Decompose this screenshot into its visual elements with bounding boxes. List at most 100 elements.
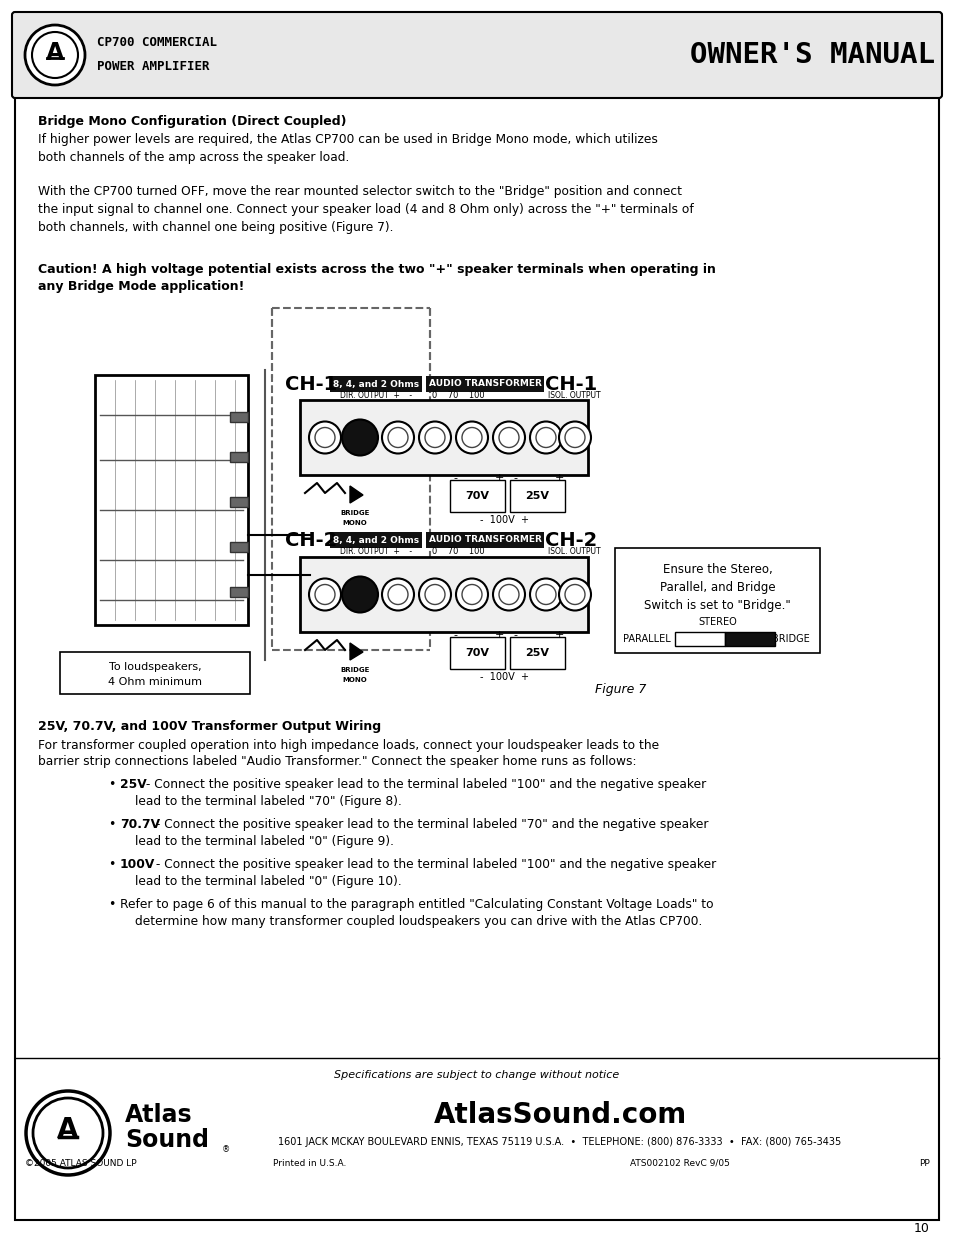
- Bar: [615, 548, 820, 653]
- Text: •: •: [108, 858, 115, 871]
- Circle shape: [388, 427, 408, 447]
- Text: -: -: [453, 630, 456, 640]
- Text: A: A: [46, 41, 64, 65]
- Bar: [299, 400, 587, 475]
- Text: +: +: [555, 473, 564, 483]
- Text: 1601 JACK MCKAY BOULEVARD ENNIS, TEXAS 75119 U.S.A.  •  TELEPHONE: (800) 876-333: 1601 JACK MCKAY BOULEVARD ENNIS, TEXAS 7…: [278, 1137, 841, 1147]
- Circle shape: [493, 421, 524, 453]
- Circle shape: [309, 578, 340, 610]
- Circle shape: [558, 578, 590, 610]
- Bar: [450, 637, 504, 669]
- Text: Switch is set to "Bridge.": Switch is set to "Bridge.": [643, 599, 790, 613]
- Text: 70V: 70V: [464, 492, 489, 501]
- Circle shape: [530, 578, 561, 610]
- Circle shape: [381, 578, 414, 610]
- Text: Bridge Mono Configuration (Direct Coupled): Bridge Mono Configuration (Direct Couple…: [38, 115, 346, 128]
- Text: To loudspeakers,: To loudspeakers,: [109, 662, 201, 672]
- Text: 25V: 25V: [120, 778, 147, 790]
- Text: 8, 4, and 2 Ohms: 8, 4, and 2 Ohms: [333, 536, 418, 545]
- Text: Refer to page 6 of this manual to the paragraph entitled "Calculating Constant V: Refer to page 6 of this manual to the pa…: [120, 898, 713, 911]
- Text: - Connect the positive speaker lead to the terminal labeled "70" and the negativ: - Connect the positive speaker lead to t…: [152, 818, 708, 831]
- Circle shape: [314, 584, 335, 604]
- Text: 10: 10: [913, 1221, 929, 1235]
- Text: Atlas: Atlas: [125, 1103, 193, 1128]
- Text: 4 Ohm minimum: 4 Ohm minimum: [108, 677, 202, 687]
- Text: - Connect the positive speaker lead to the terminal labeled "100" and the negati: - Connect the positive speaker lead to t…: [142, 778, 705, 790]
- Text: ATS002102 RevC 9/05: ATS002102 RevC 9/05: [629, 1158, 729, 1167]
- Text: Ensure the Stereo,: Ensure the Stereo,: [662, 563, 772, 577]
- Text: 25V, 70.7V, and 100V Transformer Output Wiring: 25V, 70.7V, and 100V Transformer Output …: [38, 720, 381, 734]
- Text: 0    70    100: 0 70 100: [432, 547, 484, 557]
- Text: POWER AMPLIFIER: POWER AMPLIFIER: [97, 59, 210, 73]
- Text: Parallel, and Bridge: Parallel, and Bridge: [659, 582, 775, 594]
- Text: determine how many transformer coupled loudspeakers you can drive with the Atlas: determine how many transformer coupled l…: [135, 915, 701, 927]
- Polygon shape: [350, 487, 363, 503]
- Text: barrier strip connections labeled "Audio Transformer." Connect the speaker home : barrier strip connections labeled "Audio…: [38, 755, 636, 768]
- Text: Caution! A high voltage potential exists across the two "+" speaker terminals wh: Caution! A high voltage potential exists…: [38, 263, 715, 275]
- Bar: [230, 496, 248, 508]
- Text: ®: ®: [222, 1146, 230, 1155]
- Text: -  100V  +: - 100V +: [480, 515, 529, 525]
- Circle shape: [314, 427, 335, 447]
- Text: MONO: MONO: [342, 520, 367, 526]
- Bar: [60, 652, 250, 694]
- Text: Figure 7: Figure 7: [595, 683, 646, 697]
- Bar: [230, 587, 248, 597]
- Circle shape: [32, 32, 78, 78]
- Text: ISOL. OUTPUT: ISOL. OUTPUT: [547, 390, 600, 399]
- Text: -: -: [453, 473, 456, 483]
- Bar: [230, 542, 248, 552]
- Text: BRIDGE: BRIDGE: [340, 510, 370, 516]
- Circle shape: [498, 584, 518, 604]
- FancyBboxPatch shape: [12, 12, 941, 98]
- Text: PP: PP: [919, 1158, 929, 1167]
- Text: STEREO: STEREO: [698, 618, 736, 627]
- Text: +: +: [555, 630, 564, 640]
- Circle shape: [461, 427, 481, 447]
- Bar: [675, 632, 724, 646]
- Bar: [426, 532, 543, 548]
- Text: BRIDGE: BRIDGE: [340, 667, 370, 673]
- Text: With the CP700 turned OFF, move the rear mounted selector switch to the "Bridge": With the CP700 turned OFF, move the rear…: [38, 185, 693, 233]
- Circle shape: [26, 1091, 110, 1174]
- Text: 70.7V: 70.7V: [120, 818, 160, 831]
- Text: BRIDGE: BRIDGE: [771, 634, 809, 643]
- Text: +: +: [495, 473, 504, 483]
- Circle shape: [388, 584, 408, 604]
- Bar: [230, 452, 248, 462]
- Text: ISOL. OUTPUT: ISOL. OUTPUT: [547, 547, 600, 557]
- Text: PARALLEL: PARALLEL: [622, 634, 670, 643]
- Bar: [426, 375, 543, 391]
- Text: -: -: [513, 630, 517, 640]
- Text: DIR. OUTPUT  +    -: DIR. OUTPUT + -: [339, 390, 412, 399]
- Text: •: •: [108, 778, 115, 790]
- Text: 8, 4, and 2 Ohms: 8, 4, and 2 Ohms: [333, 379, 418, 389]
- Text: ©2005 ATLAS SOUND LP: ©2005 ATLAS SOUND LP: [25, 1158, 136, 1167]
- Text: CP700 COMMERCIAL: CP700 COMMERCIAL: [97, 36, 216, 48]
- Text: AtlasSound.com: AtlasSound.com: [433, 1100, 686, 1129]
- Bar: [95, 375, 248, 625]
- Polygon shape: [350, 643, 363, 659]
- Circle shape: [564, 427, 584, 447]
- Text: If higher power levels are required, the Atlas CP700 can be used in Bridge Mono : If higher power levels are required, the…: [38, 133, 658, 164]
- Bar: [299, 557, 587, 632]
- Text: Printed in U.S.A.: Printed in U.S.A.: [273, 1158, 346, 1167]
- Text: lead to the terminal labeled "0" (Figure 9).: lead to the terminal labeled "0" (Figure…: [135, 835, 394, 848]
- Text: 0    70    100: 0 70 100: [432, 390, 484, 399]
- Circle shape: [341, 420, 377, 456]
- Circle shape: [424, 427, 444, 447]
- Text: Sound: Sound: [125, 1128, 209, 1152]
- Circle shape: [424, 584, 444, 604]
- Bar: [450, 480, 504, 513]
- Text: A: A: [57, 1116, 79, 1144]
- Circle shape: [461, 584, 481, 604]
- Text: -  100V  +: - 100V +: [480, 672, 529, 682]
- Circle shape: [456, 578, 488, 610]
- Circle shape: [564, 584, 584, 604]
- Text: any Bridge Mode application!: any Bridge Mode application!: [38, 280, 244, 293]
- Bar: [330, 375, 421, 391]
- Text: AUDIO TRANSFORMER: AUDIO TRANSFORMER: [428, 379, 541, 389]
- Text: lead to the terminal labeled "0" (Figure 10).: lead to the terminal labeled "0" (Figure…: [135, 876, 401, 888]
- Bar: [510, 637, 564, 669]
- Text: 100V: 100V: [120, 858, 155, 871]
